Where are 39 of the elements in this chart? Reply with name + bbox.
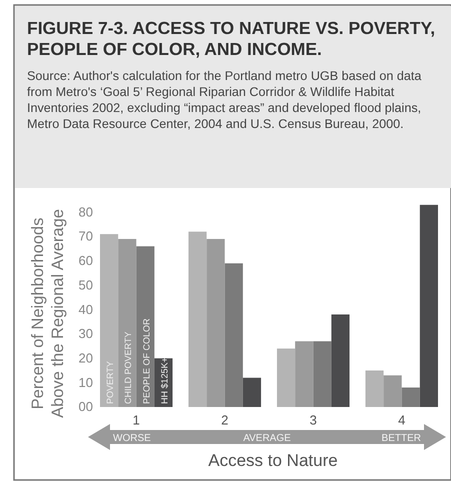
bar <box>242 378 262 407</box>
y-tick-label: 10 <box>78 374 93 390</box>
y-tick-label: 30 <box>78 326 93 342</box>
bar <box>136 246 154 407</box>
y-tick-label: 80 <box>78 204 93 220</box>
x-tick-label: 2 <box>221 412 228 428</box>
y-tick-label: 50 <box>78 277 93 292</box>
text: BETTER <box>382 433 421 444</box>
x-tick-label: 3 <box>310 412 317 428</box>
text: AVERAGE <box>243 433 292 444</box>
x-tick-label: 4 <box>398 412 406 428</box>
bar <box>224 263 243 407</box>
bar <box>331 314 350 407</box>
x-tick-label: 1 <box>132 412 140 428</box>
y-tick-label: 40 <box>78 302 93 317</box>
y-tick-label: 20 <box>78 350 93 366</box>
text: WORSE <box>113 433 152 444</box>
series-label: POVERTY <box>105 361 116 404</box>
bar <box>365 370 384 407</box>
bar <box>295 341 314 407</box>
bar <box>206 238 225 407</box>
chart-title: FIGURE 7-3. ACCESS TO NATURE VS. POVERTY, PEOPLE OF COLOR, AND INCOME. <box>27 18 436 59</box>
y-tick-label: 60 <box>78 253 93 268</box>
x-axis-title: Access to Nature <box>208 451 338 470</box>
y-tick-label: 70 <box>78 228 93 244</box>
y-axis-title: Percent of Neighborhoods Above the Regional Average <box>29 209 67 418</box>
series-label: HH $125K+ <box>159 357 170 404</box>
y-tick-label: 00 <box>78 399 93 414</box>
series-label: CHILD POVERTY <box>123 332 134 404</box>
series-label: PEOPLE OF COLOR <box>141 318 152 404</box>
bar <box>402 388 420 407</box>
bar <box>276 348 296 407</box>
chart-subtitle: Source: Author's calculation for the Portland metro UGB based on data from Metro's ‘Goal 5’ Regional Riparian Corridor & Wildlife Habitat Inventories 2002, excluding “impact areas” and developed flood plains, Metro Data Resource Center, 2004 and U.S. Census Bureau, 2000. <box>27 69 422 131</box>
bar <box>420 204 438 407</box>
bar <box>100 234 118 407</box>
bar <box>313 341 332 407</box>
bar <box>118 238 136 407</box>
bar <box>384 375 402 407</box>
bar <box>188 232 207 407</box>
